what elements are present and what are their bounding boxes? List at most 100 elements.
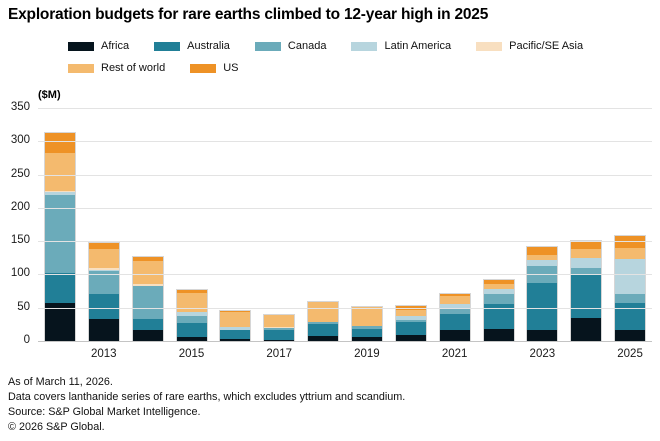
bar-segment-2022-rest-of-world[interactable] — [483, 284, 514, 290]
bar-segment-2019-canada[interactable] — [351, 325, 382, 330]
bar-segment-2021-latin-america[interactable] — [439, 303, 470, 310]
bar-segment-2025-rest-of-world[interactable] — [615, 247, 646, 260]
bar-segment-2020-latin-america[interactable] — [395, 316, 426, 321]
bar-segment-2023-us[interactable] — [527, 246, 558, 256]
bar-segment-2023-latin-america[interactable] — [527, 259, 558, 267]
bar-segment-2024-australia[interactable] — [571, 273, 602, 318]
bar-2023[interactable] — [526, 245, 559, 342]
bar-segment-2022-africa[interactable] — [483, 329, 514, 341]
bar-2012[interactable] — [43, 131, 76, 343]
bar-2021[interactable] — [438, 293, 471, 342]
bar-segment-2025-canada[interactable] — [615, 293, 646, 304]
bar-2018[interactable] — [307, 301, 340, 342]
bar-2014[interactable] — [131, 256, 164, 342]
bar-segment-2014-pacific-se-asia[interactable] — [132, 284, 163, 286]
bar-segment-2019-rest-of-world[interactable] — [351, 307, 382, 326]
bar-segment-2025-africa[interactable] — [615, 330, 646, 341]
bar-2022[interactable] — [482, 279, 515, 342]
bar-segment-2013-canada[interactable] — [88, 271, 119, 294]
bar-segment-2013-pacific-se-asia[interactable] — [88, 268, 119, 270]
bar-segment-2023-africa[interactable] — [527, 329, 558, 341]
bar-segment-2017-rest-of-world[interactable] — [264, 315, 295, 328]
bar-segment-2019-australia[interactable] — [351, 329, 382, 338]
bar-segment-2014-latin-america[interactable] — [132, 285, 163, 287]
bar-segment-2013-africa[interactable] — [88, 319, 119, 341]
gridline — [38, 141, 652, 143]
footer-copyright: © 2026 S&P Global. — [8, 421, 105, 433]
bar-segment-2016-latin-america[interactable] — [220, 327, 251, 330]
bar-segment-2020-canada[interactable] — [395, 320, 426, 322]
bar-segment-2022-canada[interactable] — [483, 293, 514, 305]
bar-segment-2013-rest-of-world[interactable] — [88, 248, 119, 269]
bar-segment-2023-australia[interactable] — [527, 283, 558, 330]
bar-segment-2016-canada[interactable] — [220, 329, 251, 331]
bar-segment-2012-rest-of-world[interactable] — [44, 152, 75, 191]
bar-segment-2020-africa[interactable] — [395, 335, 426, 341]
bar-segment-2020-australia[interactable] — [395, 321, 426, 336]
bar-segment-2016-australia[interactable] — [220, 330, 251, 340]
bar-segment-2016-rest-of-world[interactable] — [220, 312, 251, 328]
bar-segment-2014-rest-of-world[interactable] — [132, 261, 163, 285]
bar-segment-2016-us[interactable] — [220, 311, 251, 313]
bar-segment-2014-australia[interactable] — [132, 319, 163, 331]
legend-item-africa: Africa — [68, 40, 129, 52]
bar-segment-2024-rest-of-world[interactable] — [571, 249, 602, 259]
bar-segment-2024-latin-america[interactable] — [571, 258, 602, 268]
bar-segment-2012-latin-america[interactable] — [44, 191, 75, 195]
bar-2013[interactable] — [87, 242, 120, 342]
bar-segment-2015-africa[interactable] — [176, 337, 207, 341]
bar-segment-2024-us[interactable] — [571, 240, 602, 250]
bar-segment-2017-africa[interactable] — [264, 339, 295, 341]
bar-2024[interactable] — [570, 239, 603, 343]
bar-segment-2023-rest-of-world[interactable] — [527, 255, 558, 260]
bar-segment-2022-latin-america[interactable] — [483, 289, 514, 294]
bar-segment-2015-us[interactable] — [176, 290, 207, 294]
bar-2015[interactable] — [175, 289, 208, 342]
bar-segment-2014-africa[interactable] — [132, 330, 163, 341]
legend-label: Pacific/SE Asia — [509, 40, 584, 52]
bar-segment-2012-africa[interactable] — [44, 303, 75, 341]
bar-segment-2015-pacific-se-asia[interactable] — [176, 311, 207, 313]
bar-2020[interactable] — [394, 304, 427, 343]
x-tick-label-2015: 2015 — [178, 348, 205, 360]
bar-2017[interactable] — [263, 314, 296, 342]
bar-segment-2012-us[interactable] — [44, 132, 75, 153]
bar-segment-2025-latin-america[interactable] — [615, 259, 646, 294]
bar-segment-2019-africa[interactable] — [351, 337, 382, 341]
bar-segment-2024-canada[interactable] — [571, 267, 602, 274]
bar-segment-2012-pacific-se-asia[interactable] — [44, 190, 75, 192]
bar-segment-2015-canada[interactable] — [176, 316, 207, 324]
bar-segment-2018-canada[interactable] — [308, 321, 339, 324]
bar-segment-2017-australia[interactable] — [264, 329, 295, 340]
bar-segment-2013-us[interactable] — [88, 243, 119, 249]
bar-segment-2015-australia[interactable] — [176, 323, 207, 338]
bar-segment-2024-africa[interactable] — [571, 317, 602, 341]
bar-segment-2012-australia[interactable] — [44, 273, 75, 304]
bar-segment-2018-africa[interactable] — [308, 336, 339, 341]
bar-segment-2017-pacific-se-asia[interactable] — [264, 327, 295, 329]
bar-segment-2014-us[interactable] — [132, 257, 163, 262]
bar-segment-2017-canada[interactable] — [264, 328, 295, 330]
bar-segment-2022-us[interactable] — [483, 280, 514, 285]
bar-segment-2021-rest-of-world[interactable] — [439, 296, 470, 304]
bar-segment-2021-canada[interactable] — [439, 309, 470, 314]
bar-segment-2018-australia[interactable] — [308, 323, 339, 337]
bar-segment-2013-australia[interactable] — [88, 293, 119, 320]
bar-segment-2021-australia[interactable] — [439, 313, 470, 330]
bar-segment-2016-africa[interactable] — [220, 339, 251, 341]
bar-segment-2014-canada[interactable] — [132, 286, 163, 320]
bar-segment-2015-rest-of-world[interactable] — [176, 293, 207, 312]
bar-segment-2025-australia[interactable] — [615, 303, 646, 331]
bar-2025[interactable] — [614, 234, 647, 343]
bar-segment-2018-rest-of-world[interactable] — [308, 302, 339, 322]
bar-segment-2015-latin-america[interactable] — [176, 312, 207, 317]
bars-container — [38, 108, 652, 343]
bar-segment-2021-us[interactable] — [439, 294, 470, 297]
bar-2016[interactable] — [219, 310, 252, 342]
bar-segment-2020-rest-of-world[interactable] — [395, 310, 426, 317]
bar-segment-2021-africa[interactable] — [439, 329, 470, 341]
bar-slot-2021 — [433, 108, 477, 342]
bar-2019[interactable] — [350, 306, 383, 342]
bar-segment-2013-latin-america[interactable] — [88, 269, 119, 272]
bar-segment-2012-canada[interactable] — [44, 194, 75, 274]
